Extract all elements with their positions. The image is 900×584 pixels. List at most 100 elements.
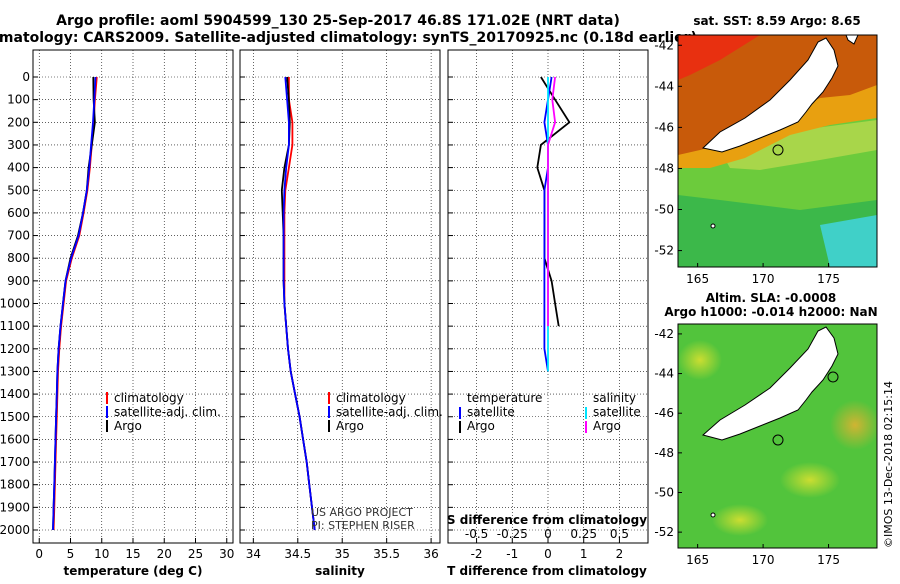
x-tick-label: 35.5: [373, 547, 400, 561]
sst-field-yellowgreen: [720, 120, 877, 170]
x-tick-label: 5: [67, 547, 75, 561]
legend-sal-argo-swatch: [585, 421, 587, 433]
sst-field-red: [678, 35, 760, 80]
depth-tick-label: 1700: [0, 455, 30, 469]
depth-tick-label: 800: [7, 251, 30, 265]
depth-tick-label: 1100: [0, 319, 30, 333]
s-difference-label: S difference from climatology: [447, 513, 647, 527]
sst-map: [677, 34, 878, 268]
sla-land-south-island: [701, 326, 839, 441]
x-tick-label: 1: [580, 547, 588, 561]
s-diff-tick-label: -0.5: [465, 527, 488, 541]
map-lat-label: -42: [654, 38, 674, 52]
depth-tick-label: 1800: [0, 478, 30, 492]
legend-sat-swatch: [106, 406, 108, 418]
sla-anomaly-mid2: [780, 462, 840, 498]
legend-sal-sat-swatch: [585, 407, 587, 419]
legend-argo-label: Argo: [336, 419, 364, 433]
x-tick-label: 0: [35, 547, 43, 561]
map-lat-label: -46: [654, 120, 674, 134]
depth-tick-label: 2000: [0, 523, 30, 537]
legend-temp-sat-swatch: [459, 407, 461, 419]
map-lat-label: -50: [654, 203, 674, 217]
map-lon-label: 170: [752, 553, 775, 567]
legend-sal-argo-label: Argo: [593, 419, 621, 433]
s-diff-tick-label: 0: [544, 527, 552, 541]
depth-tick-label: 0: [22, 70, 30, 84]
legend-temp-argo-label: Argo: [467, 419, 495, 433]
depth-tick-label: 1600: [0, 432, 30, 446]
x-tick-label: 15: [125, 547, 140, 561]
legend-clim-label: climatology: [336, 391, 406, 405]
x-tick-label: -2: [471, 547, 483, 561]
map-lon-label: 175: [817, 272, 840, 286]
sla-map-title1: Altim. SLA: -0.0008: [706, 291, 837, 305]
depth-tick-label: 200: [7, 115, 30, 129]
credit-line2: PI: STEPHEN RISER: [311, 519, 415, 532]
legend-temp-header: temperature: [467, 391, 542, 405]
legend-argo-swatch: [106, 420, 108, 432]
x-tick-label: -1: [506, 547, 518, 561]
map-lon-label: 170: [752, 272, 775, 286]
x-tick-label: 2: [616, 547, 624, 561]
salinity-legend: climatology satellite-adj. clim. Argo: [328, 391, 443, 433]
x-tick-label: 0: [544, 547, 552, 561]
legend-sal-sat-label: satellite: [593, 405, 641, 419]
s-diff-tick-label: -0.25: [497, 527, 528, 541]
legend-temp-sat-label: satellite: [467, 405, 515, 419]
legend-clim-label: climatology: [114, 391, 184, 405]
map-lat-label: -52: [654, 525, 674, 539]
x-tick-label: 35: [335, 547, 350, 561]
x-tick-label: 10: [94, 547, 109, 561]
s-diff-tick-label: 0.25: [570, 527, 597, 541]
map-lat-label: -44: [654, 367, 674, 381]
s-diff-tick-label: 0.5: [610, 527, 629, 541]
temperature-legend: climatology satellite-adj. clim. Argo: [106, 391, 221, 433]
salinity-panel: [239, 49, 441, 544]
depth-tick-label: 100: [7, 93, 30, 107]
legend-sal-header: salinity: [593, 391, 636, 405]
legend-sat-swatch: [328, 406, 330, 418]
map-lon-label: 165: [686, 553, 709, 567]
map-lat-label: -46: [654, 406, 674, 420]
imos-watermark: ©IMOS 13-Dec-2018 02:15:14: [882, 381, 895, 548]
sst-field-cyan: [820, 215, 877, 267]
legend-argo-label: Argo: [114, 419, 142, 433]
series-line-salinity-argo: [547, 76, 557, 327]
depth-tick-label: 900: [7, 274, 30, 288]
x-tick-label: 36: [423, 547, 438, 561]
map-lat-label: -44: [654, 79, 674, 93]
sst-island-marker: [710, 223, 716, 229]
sla-eddy-marker: [827, 371, 839, 383]
salinity-xlabel: salinity: [315, 564, 365, 578]
depth-tick-label: 1500: [0, 410, 30, 424]
series-line-satellite-adj-clim-: [282, 76, 316, 531]
sla-anomaly-high: [830, 400, 877, 450]
x-tick-label: 30: [219, 547, 234, 561]
sla-map-title2: Argo h1000: -0.014 h2000: NaN: [664, 305, 877, 319]
depth-tick-label: 400: [7, 161, 30, 175]
title-line1: Argo profile: aoml 5904599_130 25-Sep-20…: [56, 13, 620, 29]
depth-tick-label: 500: [7, 183, 30, 197]
map-lat-label: -50: [654, 485, 674, 499]
depth-tick-label: 700: [7, 229, 30, 243]
map-lat-label: -48: [654, 161, 674, 175]
sla-map: [677, 323, 878, 549]
x-tick-label: 34: [246, 547, 261, 561]
legend-clim-swatch: [328, 392, 330, 404]
depth-tick-label: 600: [7, 206, 30, 220]
x-tick-label: 20: [157, 547, 172, 561]
series-line-temperature-satellite: [543, 76, 553, 372]
legend-temp-argo-swatch: [459, 421, 461, 433]
title-line2: Climatology: CARS2009. Satellite-adjuste…: [0, 30, 697, 46]
map-lat-label: -48: [654, 446, 674, 460]
map-lat-label: -42: [654, 327, 674, 341]
series-line-satellite-adj-clim-: [52, 76, 97, 531]
credit-line1: US ARGO PROJECT: [311, 506, 413, 519]
sla-anomaly-mid1: [678, 340, 722, 380]
depth-tick-label: 1300: [0, 364, 30, 378]
x-tick-label: 25: [188, 547, 203, 561]
legend-sat-label: satellite-adj. clim.: [336, 405, 443, 419]
sla-argo-marker: [772, 434, 784, 446]
